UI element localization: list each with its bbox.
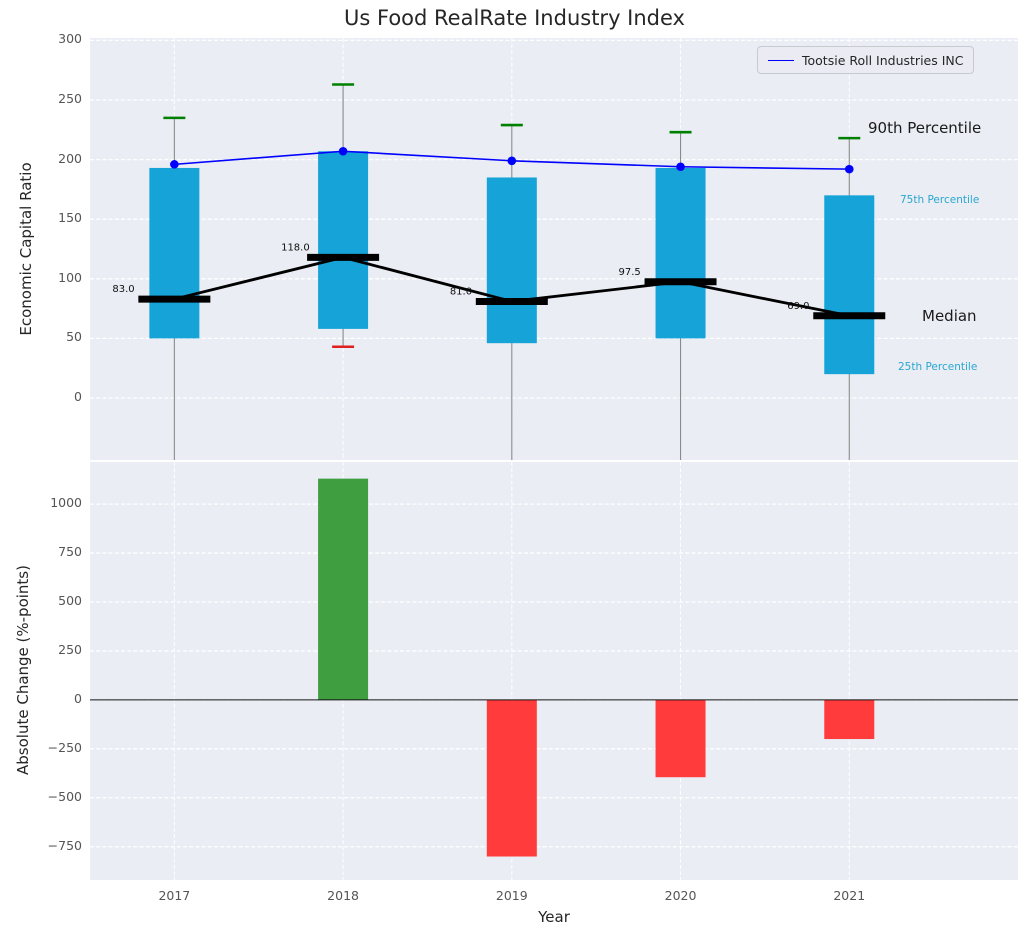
bottom-y-tick-label: −250 xyxy=(47,739,82,755)
median-value-label: 81.0 xyxy=(450,286,472,297)
median-value-label: 118.0 xyxy=(281,242,310,253)
iqr-box xyxy=(149,167,200,339)
annotation-median: Median xyxy=(922,306,977,325)
x-axis-label: Year xyxy=(538,908,570,926)
x-tick-label: 2019 xyxy=(495,888,528,903)
top-y-tick-label: 200 xyxy=(58,150,82,166)
top-y-tick-label: 250 xyxy=(58,90,82,106)
company-point xyxy=(844,164,854,174)
top-y-tick-label: 50 xyxy=(66,329,82,345)
legend-line-sample xyxy=(768,59,794,61)
company-point xyxy=(507,156,517,166)
x-tick-label: 2018 xyxy=(327,888,359,903)
bar-plot-canvas xyxy=(90,462,1018,880)
top-plot-panel: 83.0 118.0 81.0 97.5 69.0 xyxy=(90,38,1018,460)
change-bar-negative xyxy=(655,699,706,778)
top-y-tick-label: 150 xyxy=(58,210,82,226)
company-point xyxy=(676,162,685,172)
legend: Tootsie Roll Industries INC xyxy=(757,46,975,74)
top-y-tick-label: 100 xyxy=(58,269,82,285)
bottom-y-tick-label: 250 xyxy=(58,641,82,657)
change-bar-negative xyxy=(486,699,537,857)
annotation-25th-percentile: 25th Percentile xyxy=(898,361,978,374)
chart-title: Us Food RealRate Industry Index xyxy=(344,6,685,30)
iqr-box xyxy=(486,177,537,344)
top-y-tick-label: 300 xyxy=(58,31,82,47)
annotation-75th-percentile: 75th Percentile xyxy=(900,194,980,207)
x-tick-label: 2017 xyxy=(158,888,191,903)
annotation-90th-percentile: 90th Percentile xyxy=(868,119,982,138)
bottom-y-tick-label: 0 xyxy=(74,690,82,706)
change-bar-positive xyxy=(318,478,369,700)
iqr-box xyxy=(318,151,369,329)
x-tick-label: 2021 xyxy=(833,888,866,903)
median-value-label: 69.0 xyxy=(787,301,809,312)
top-y-axis-label: Economic Capital Ratio xyxy=(17,162,35,336)
bottom-y-tick-label: 1000 xyxy=(50,495,82,511)
bottom-y-axis-label: Absolute Change (%-points) xyxy=(14,565,32,775)
bottom-y-tick-label: 750 xyxy=(58,544,82,560)
median-value-label: 97.5 xyxy=(619,267,641,278)
bottom-y-tick-label: −500 xyxy=(47,788,82,804)
company-point xyxy=(338,146,348,156)
legend-label: Tootsie Roll Industries INC xyxy=(802,52,964,68)
median-value-label: 83.0 xyxy=(112,284,134,295)
bottom-plot-panel xyxy=(90,462,1018,880)
bottom-y-tick-label: −750 xyxy=(47,837,82,853)
company-point xyxy=(170,160,179,169)
x-tick-label: 2020 xyxy=(664,888,697,903)
iqr-box xyxy=(655,167,706,339)
top-y-tick-label: 0 xyxy=(74,389,82,404)
change-bar-negative xyxy=(824,699,875,740)
bottom-y-tick-label: 500 xyxy=(58,592,82,608)
iqr-box xyxy=(824,195,875,375)
box-plot-canvas: 83.0 118.0 81.0 97.5 69.0 xyxy=(90,38,1018,460)
